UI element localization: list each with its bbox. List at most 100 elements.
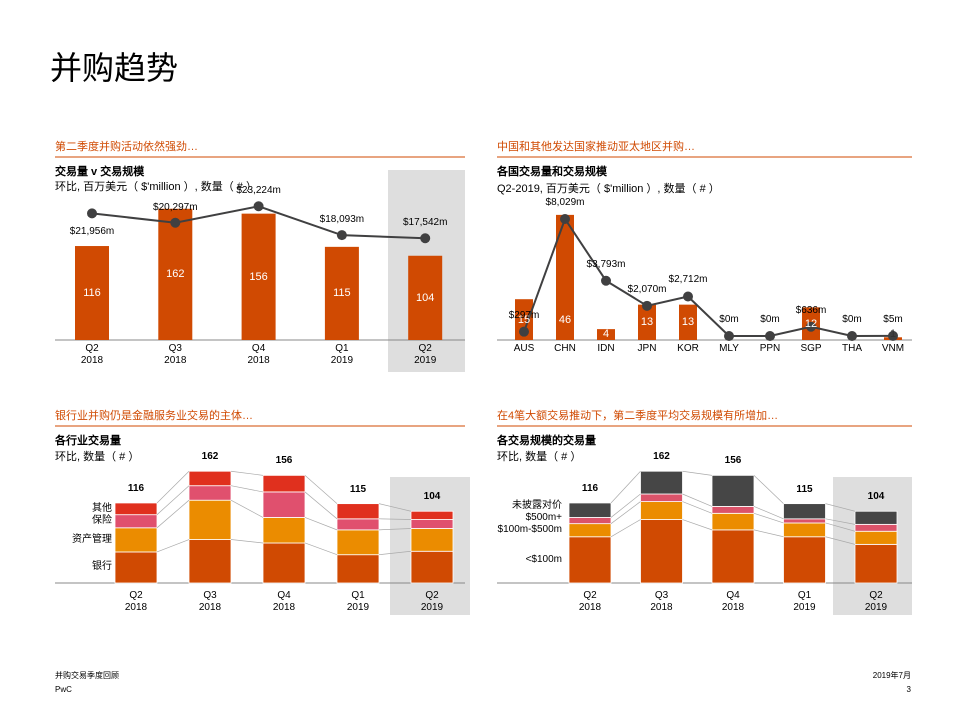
- connector: [156, 539, 190, 553]
- line-point: [847, 331, 857, 341]
- chart-subtitle: 环比, 数量（ # ）: [497, 451, 582, 463]
- total-label: 104: [423, 491, 441, 503]
- bar-label: 4: [602, 328, 610, 340]
- connector: [304, 542, 338, 556]
- bar-segment: [410, 510, 454, 520]
- connector: [682, 493, 713, 507]
- bar-segment: [854, 510, 898, 525]
- bar-segment: [410, 550, 454, 584]
- chart-title: 各交易规模的交易量: [497, 435, 596, 447]
- bar: [158, 208, 193, 340]
- legend-label: $500m+: [525, 512, 562, 524]
- line-label: $2,070m: [627, 283, 667, 295]
- x-tick-label: Q4 2018: [247, 343, 270, 366]
- bar-label: 13: [681, 316, 695, 329]
- bar-segment: [783, 536, 826, 584]
- bar-segment: [188, 470, 232, 487]
- line-label: $0m: [719, 314, 739, 325]
- connector: [156, 499, 190, 529]
- x-tick-label: Q4 2018: [721, 590, 745, 613]
- footer-date: 2019年7月: [872, 671, 911, 680]
- connector: [753, 512, 784, 524]
- x-tick-label: CHN: [554, 343, 576, 354]
- line-point: [170, 217, 181, 228]
- bar-label: 13: [640, 316, 654, 329]
- connector: [230, 470, 264, 476]
- line-point: [519, 326, 529, 337]
- line-label: $21,956m: [69, 226, 115, 238]
- bar-segment: [783, 503, 826, 520]
- connector: [825, 522, 856, 532]
- chart-subtitle: 环比, 百万美元（ $'million ）, 数量（ # ）: [55, 181, 257, 193]
- bar-segment: [711, 506, 755, 514]
- chart-subtitle: Q2-2019, 百万美元（ $'million ）, 数量（ # ）: [497, 183, 720, 195]
- x-tick-label: Q3 2018: [164, 343, 187, 366]
- bar-segment: [711, 474, 755, 507]
- connector: [230, 539, 264, 544]
- line-point: [601, 275, 611, 286]
- total-label: 116: [581, 482, 599, 494]
- connector: [230, 485, 264, 493]
- line-point: [253, 201, 264, 212]
- bar-segment: [854, 543, 898, 584]
- bar-segment: [854, 523, 898, 532]
- line-label: $8,029m: [545, 197, 585, 208]
- legend-label: 银行: [92, 561, 112, 573]
- connector: [304, 517, 338, 531]
- bar-segment: [640, 493, 683, 502]
- connector: [304, 475, 338, 504]
- x-tick-label: Q1 2019: [793, 590, 816, 613]
- footer-company: PwC: [55, 685, 72, 694]
- bar-segment: [336, 554, 380, 584]
- x-tick-label: KOR: [677, 343, 699, 354]
- line-point: [560, 214, 570, 224]
- bar-label: 116: [83, 287, 101, 300]
- connector: [825, 503, 856, 512]
- line-label: $0m: [842, 314, 862, 325]
- chart-subtitle: 环比, 数量（ # ）: [55, 451, 140, 463]
- bar: [324, 246, 359, 340]
- line-label: $3,793m: [586, 258, 626, 270]
- bar-label: 12: [804, 317, 818, 330]
- bar-segment: [410, 528, 454, 552]
- section-header: 在4笔大额交易推动下，第二季度平均交易规模有所增加…: [497, 410, 779, 422]
- bar-segment: [568, 502, 612, 518]
- bar: [241, 213, 276, 340]
- x-tick-label: Q2 2019: [414, 343, 437, 366]
- bar: [75, 246, 109, 340]
- line-point: [765, 331, 775, 341]
- bar-segment: [568, 517, 612, 525]
- connector: [825, 536, 856, 545]
- line-point: [336, 230, 347, 241]
- bar: [679, 304, 697, 340]
- total-label: 104: [867, 491, 885, 503]
- chart-title: 各国交易量和交易规模: [497, 166, 607, 178]
- x-tick-label: JPN: [637, 343, 657, 354]
- connector: [610, 493, 641, 518]
- x-tick-label: Q1 2019: [330, 343, 354, 366]
- x-tick-label: SGP: [800, 343, 822, 354]
- x-tick-label: Q1 2019: [346, 590, 370, 613]
- connector: [378, 528, 412, 531]
- bar-segment: [114, 514, 158, 529]
- x-tick-label: Q2 2018: [124, 590, 148, 613]
- x-tick-label: Q3 2018: [650, 590, 673, 613]
- connector: [682, 519, 713, 531]
- connector: [753, 506, 784, 520]
- bar-segment: [336, 518, 380, 531]
- bar-segment: [783, 518, 826, 524]
- connector: [753, 529, 784, 538]
- line: [523, 216, 894, 338]
- connector: [610, 519, 641, 538]
- line-label: $636m: [795, 304, 827, 316]
- bar-segment: [568, 523, 612, 538]
- bar-segment: [336, 503, 380, 520]
- x-tick-label: Q3 2018: [198, 590, 222, 613]
- connector: [230, 499, 264, 518]
- bar-label: 162: [166, 268, 185, 281]
- legend-label: 未披露对价: [512, 500, 562, 512]
- line-point: [87, 208, 97, 219]
- x-tick-label: Q2 2019: [864, 590, 888, 613]
- chart-title: 各行业交易量: [55, 435, 121, 447]
